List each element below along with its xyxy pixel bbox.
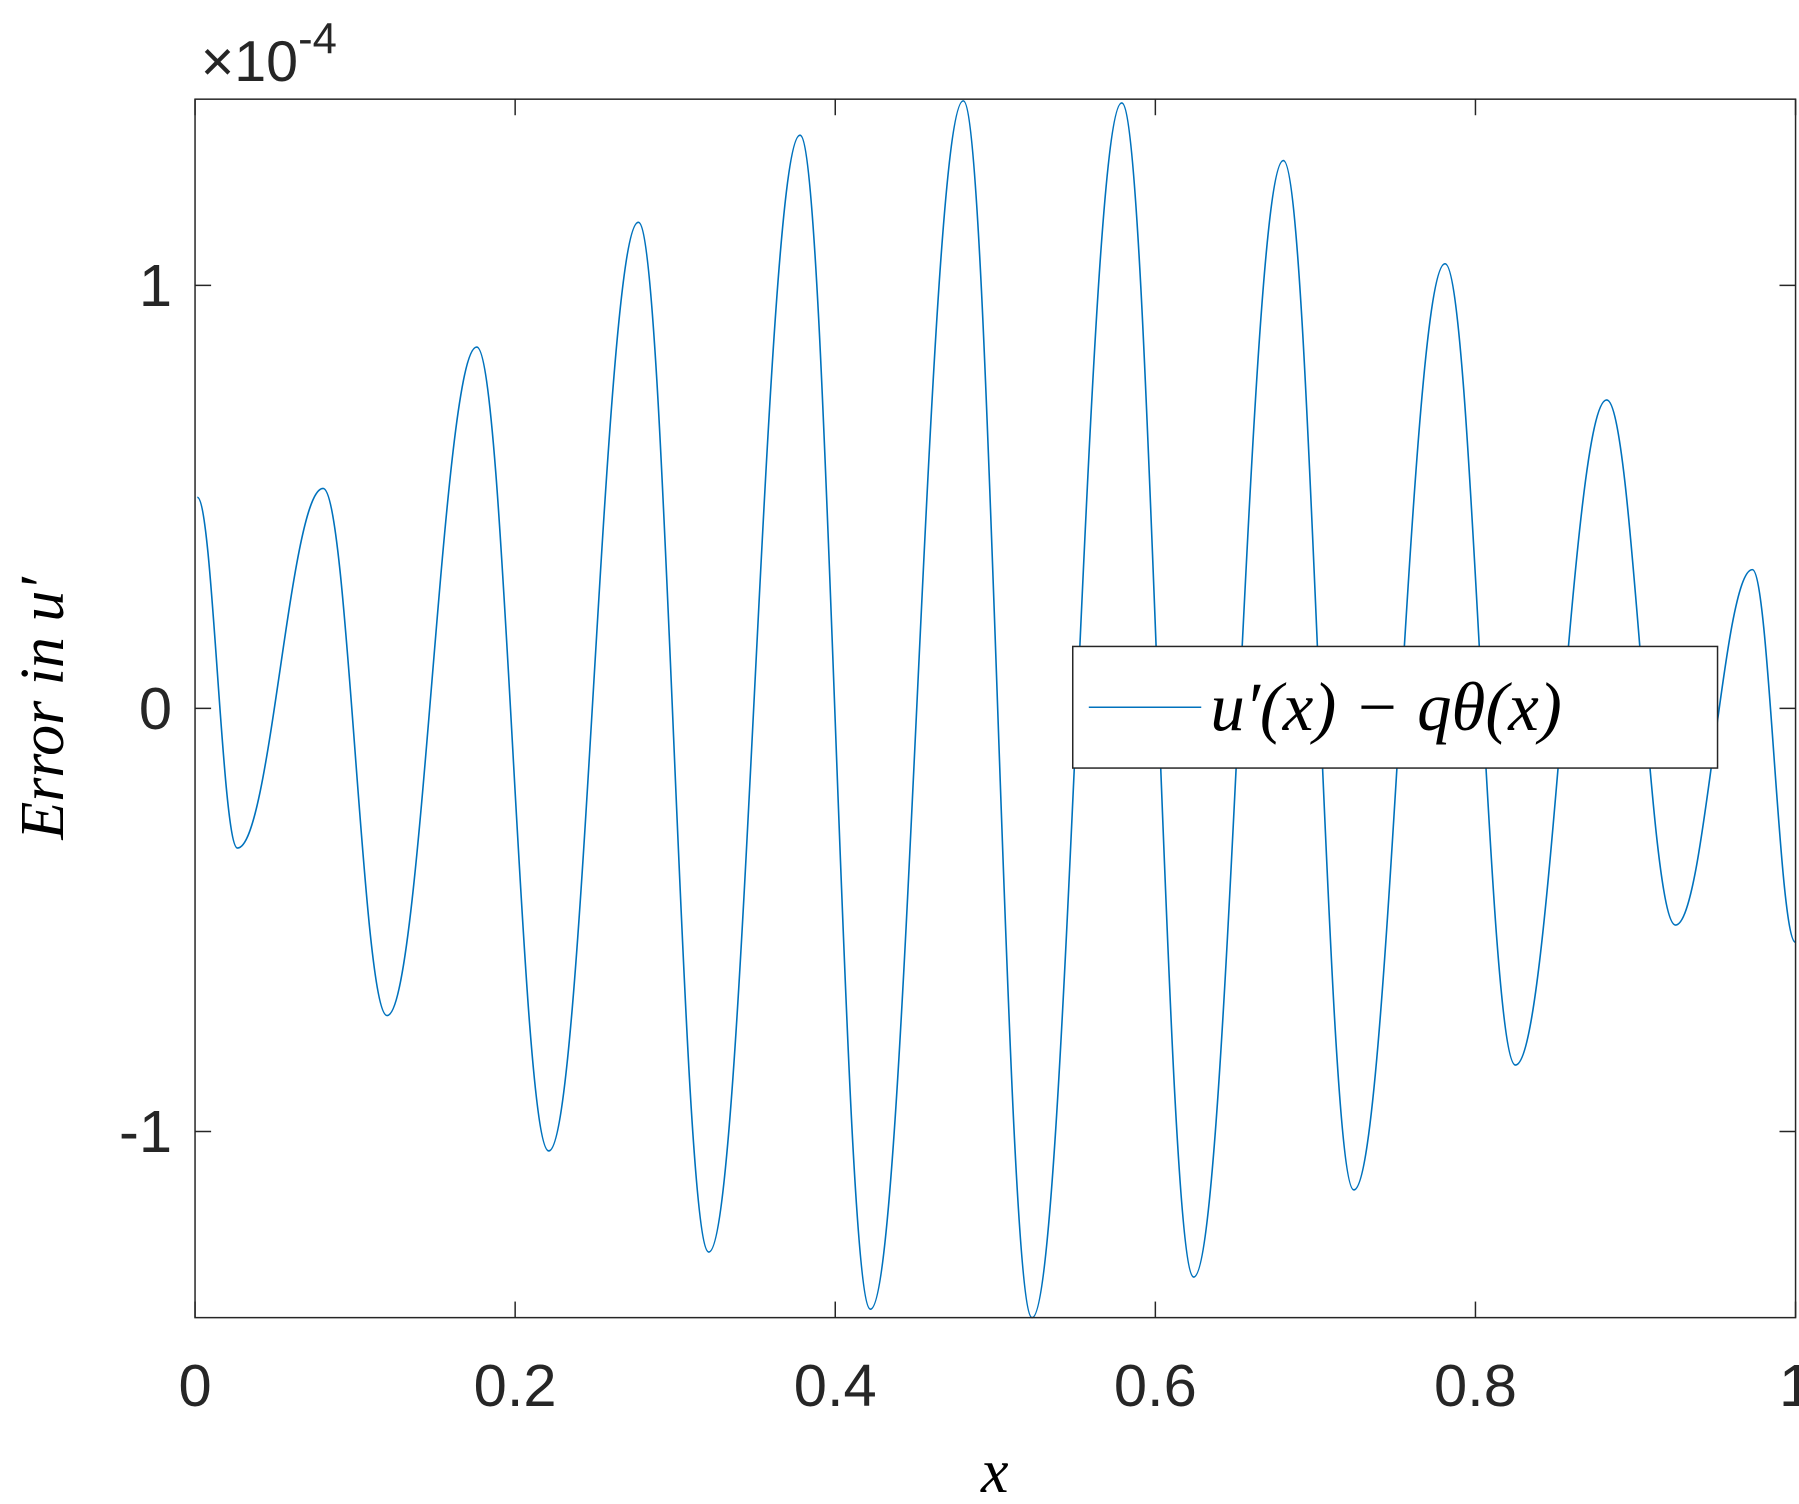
y-tick-label: 1 [139,252,172,319]
multiplier-base: ×10 [201,30,298,94]
y-axis-label: Error in u′ [9,576,77,841]
multiplier-exponent: -4 [298,15,337,63]
y-tick-label: 0 [139,675,172,742]
axes-box [194,98,1797,1319]
x-tick-label: 0.8 [1434,1352,1517,1419]
plot-area: 0 0.2 0.4 0.6 0.8 1 -1 0 1 u′(x) − qθ(x) [119,98,1799,1419]
y-tick-label: -1 [119,1098,172,1165]
x-tick-label: 0.4 [794,1352,877,1419]
x-axis-label: x [980,1438,1009,1504]
legend-label: u′(x) − qθ(x) [1210,669,1561,745]
x-tick-label: 1 [1779,1352,1799,1419]
x-tick-label: 0 [178,1352,211,1419]
x-tick-label: 0.6 [1114,1352,1197,1419]
x-tick-label: 0.2 [474,1352,557,1419]
data-line [196,100,1797,1319]
y-multiplier: ×10-4 [201,15,337,94]
